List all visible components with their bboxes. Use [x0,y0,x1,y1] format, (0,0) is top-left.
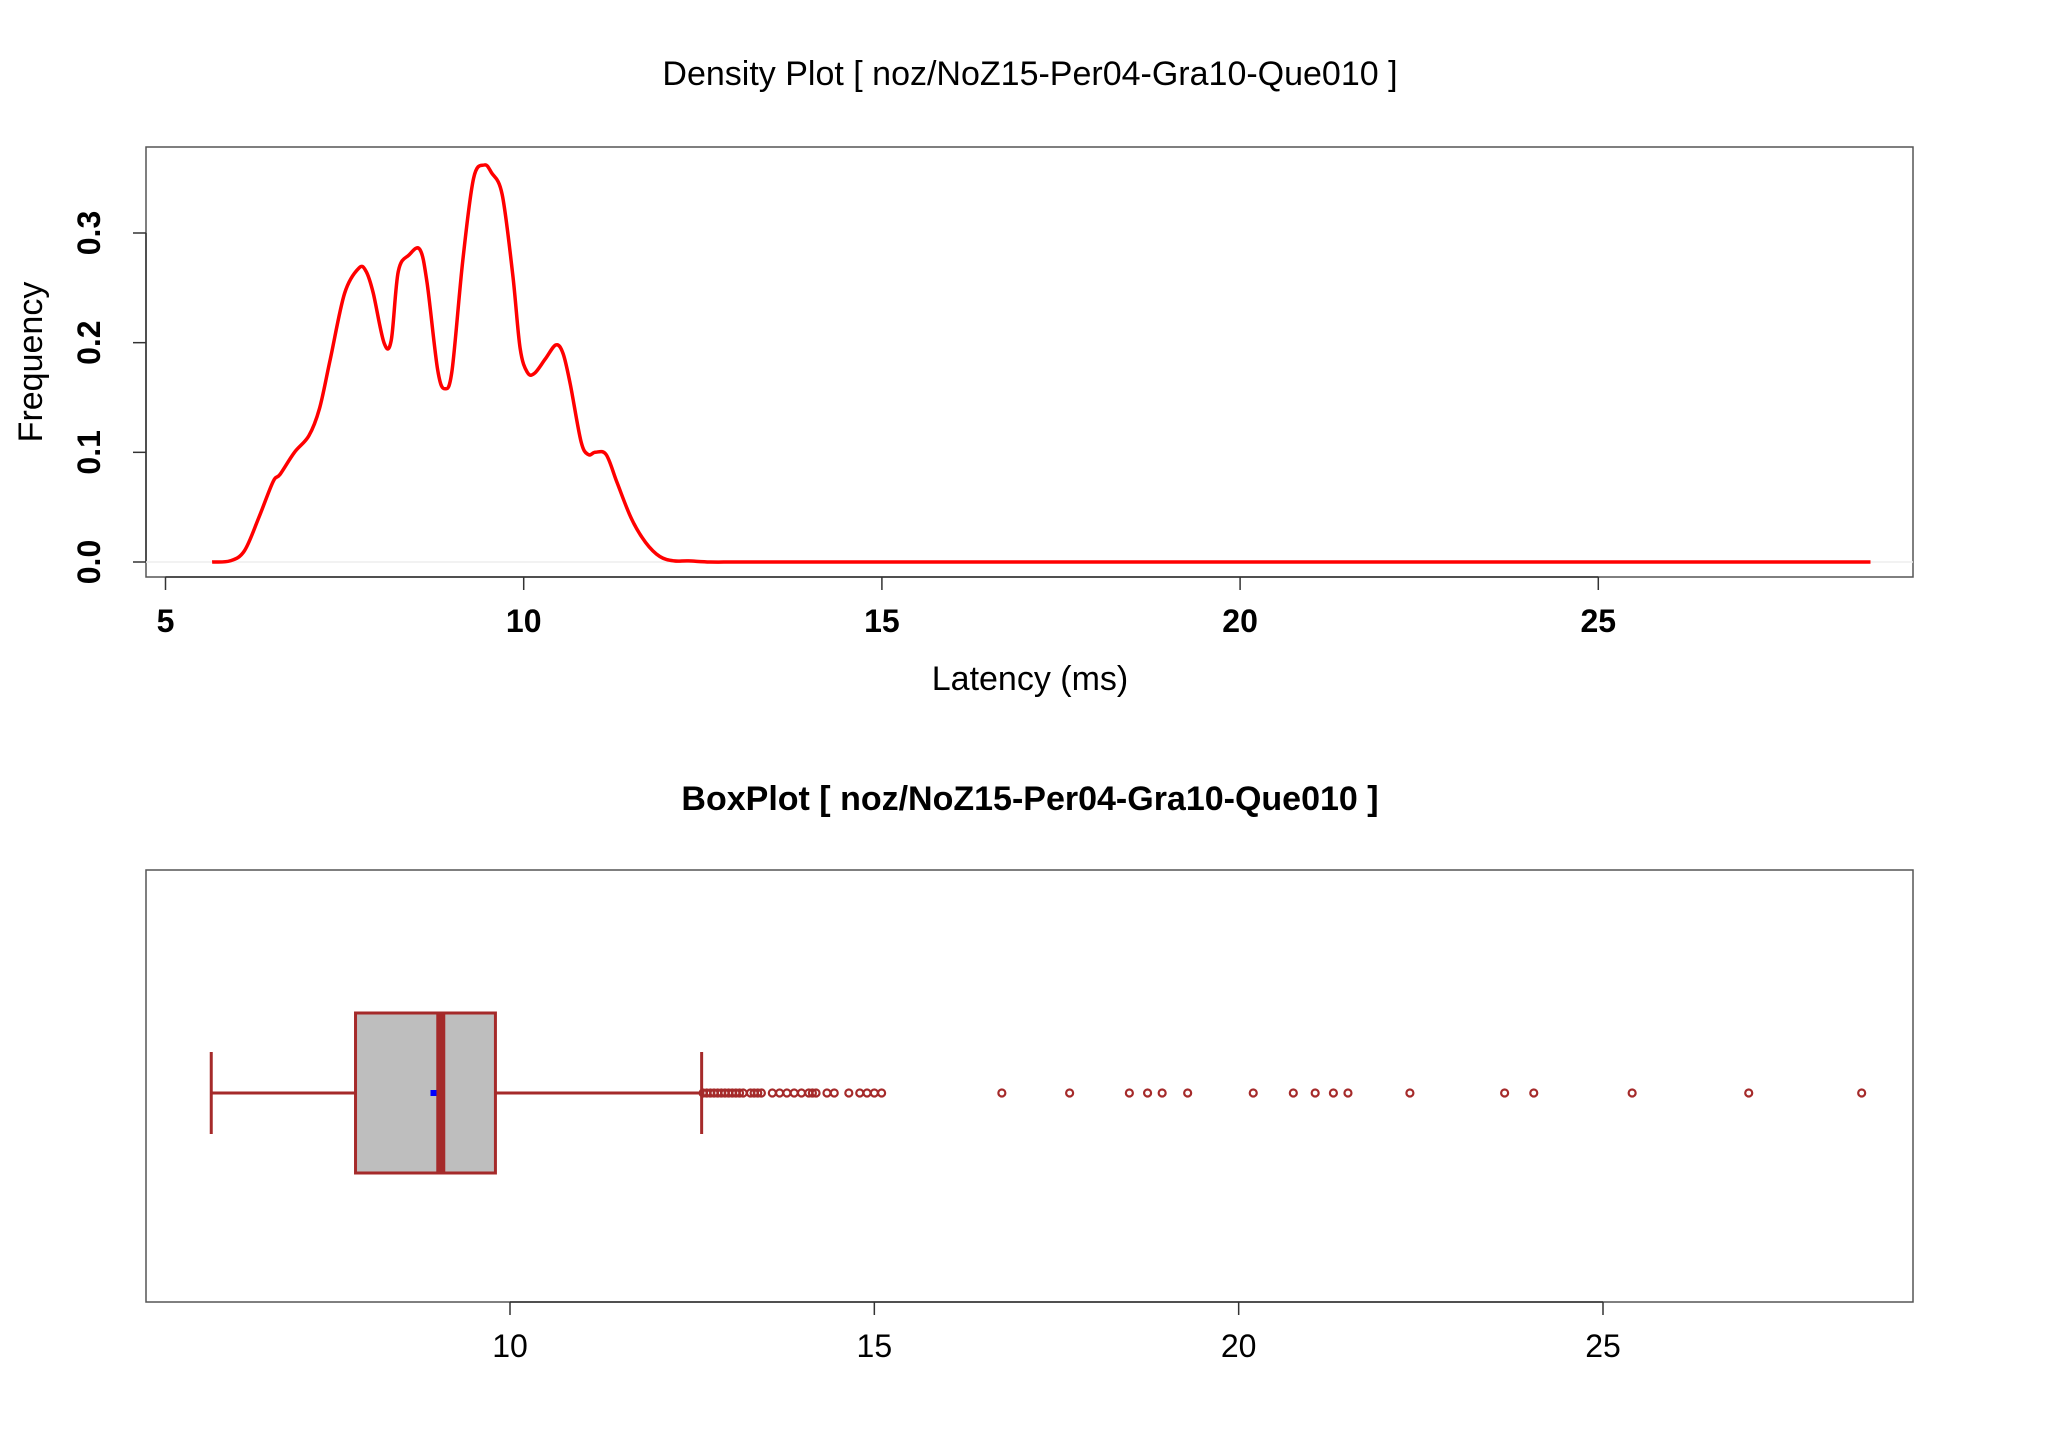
box-x-tick-label: 10 [492,1328,528,1364]
density-x-tick-label: 10 [506,603,542,639]
box-outlier [807,1088,817,1098]
box-plot: BoxPlot [ noz/NoZ15-Per04-Gra10-Que010 ]… [145,780,1914,1364]
box-x-tick-label: 25 [1585,1328,1621,1364]
density-plot-frame [145,146,1914,578]
box-outlier [829,1088,839,1098]
box-x-tick-label: 20 [1221,1328,1257,1364]
box-outlier [775,1088,785,1098]
density-x-tick-label: 20 [1222,603,1258,639]
density-x-axis: 5 10 15 20 25 [157,576,1617,639]
box-outlier [796,1088,807,1098]
box-outlier [756,1088,766,1098]
box-outlier [855,1088,865,1098]
box-mean-marker [430,1090,437,1096]
box-outlier [1157,1088,1167,1098]
box-outlier [822,1088,832,1098]
box-x-tick-label: 15 [857,1328,893,1364]
box-outlier [811,1088,821,1098]
density-y-tick-label: 0.0 [71,540,107,584]
box-outlier [767,1088,777,1098]
box-outlier [862,1088,872,1098]
density-x-tick-label: 5 [157,603,175,639]
box-outlier [1529,1088,1539,1098]
density-y-tick-label: 0.3 [71,211,107,255]
box-outlier [782,1088,792,1098]
box-outlier [753,1088,763,1098]
density-x-tick-label: 25 [1581,603,1617,639]
box-outlier [1065,1088,1075,1098]
box-outlier [997,1088,1007,1098]
box-x-axis: 10 15 20 25 [492,1301,1621,1364]
box-outlier [789,1088,799,1098]
box-outlier [1744,1088,1754,1098]
box-outlier [1857,1088,1867,1098]
box-outlier [1310,1088,1320,1098]
box-outlier [1248,1088,1258,1098]
box-outlier [869,1088,879,1098]
box-outlier [1183,1088,1193,1098]
box-plot-title: BoxPlot [ noz/NoZ15-Per04-Gra10-Que010 ] [681,780,1378,818]
density-plot: Density Plot [ noz/NoZ15-Per04-Gra10-Que… [12,55,1914,698]
density-y-tick-label: 0.1 [71,430,107,474]
box-outlier [844,1088,854,1098]
density-y-tick-label: 0.2 [71,320,107,364]
box-outlier [877,1088,887,1098]
box-outlier [1328,1088,1338,1098]
box-outlier [1142,1088,1153,1098]
box-outlier [1124,1088,1134,1098]
density-x-tick-label: 15 [864,603,900,639]
density-curve [211,163,1871,564]
density-y-axis-label: Frequency [12,282,50,443]
box-outlier [1405,1088,1415,1098]
box-outlier [734,1088,745,1098]
box-outlier [1343,1088,1353,1098]
density-plot-title: Density Plot [ noz/NoZ15-Per04-Gra10-Que… [662,55,1397,93]
box-outlier [1288,1088,1298,1098]
box-outlier [1500,1088,1510,1098]
density-y-axis: 0.0 0.1 0.2 0.3 [71,211,147,584]
density-x-axis-label: Latency (ms) [932,660,1129,698]
box-marks [209,1011,1867,1175]
box-outlier [1627,1088,1637,1098]
box-iqr [354,1011,497,1175]
